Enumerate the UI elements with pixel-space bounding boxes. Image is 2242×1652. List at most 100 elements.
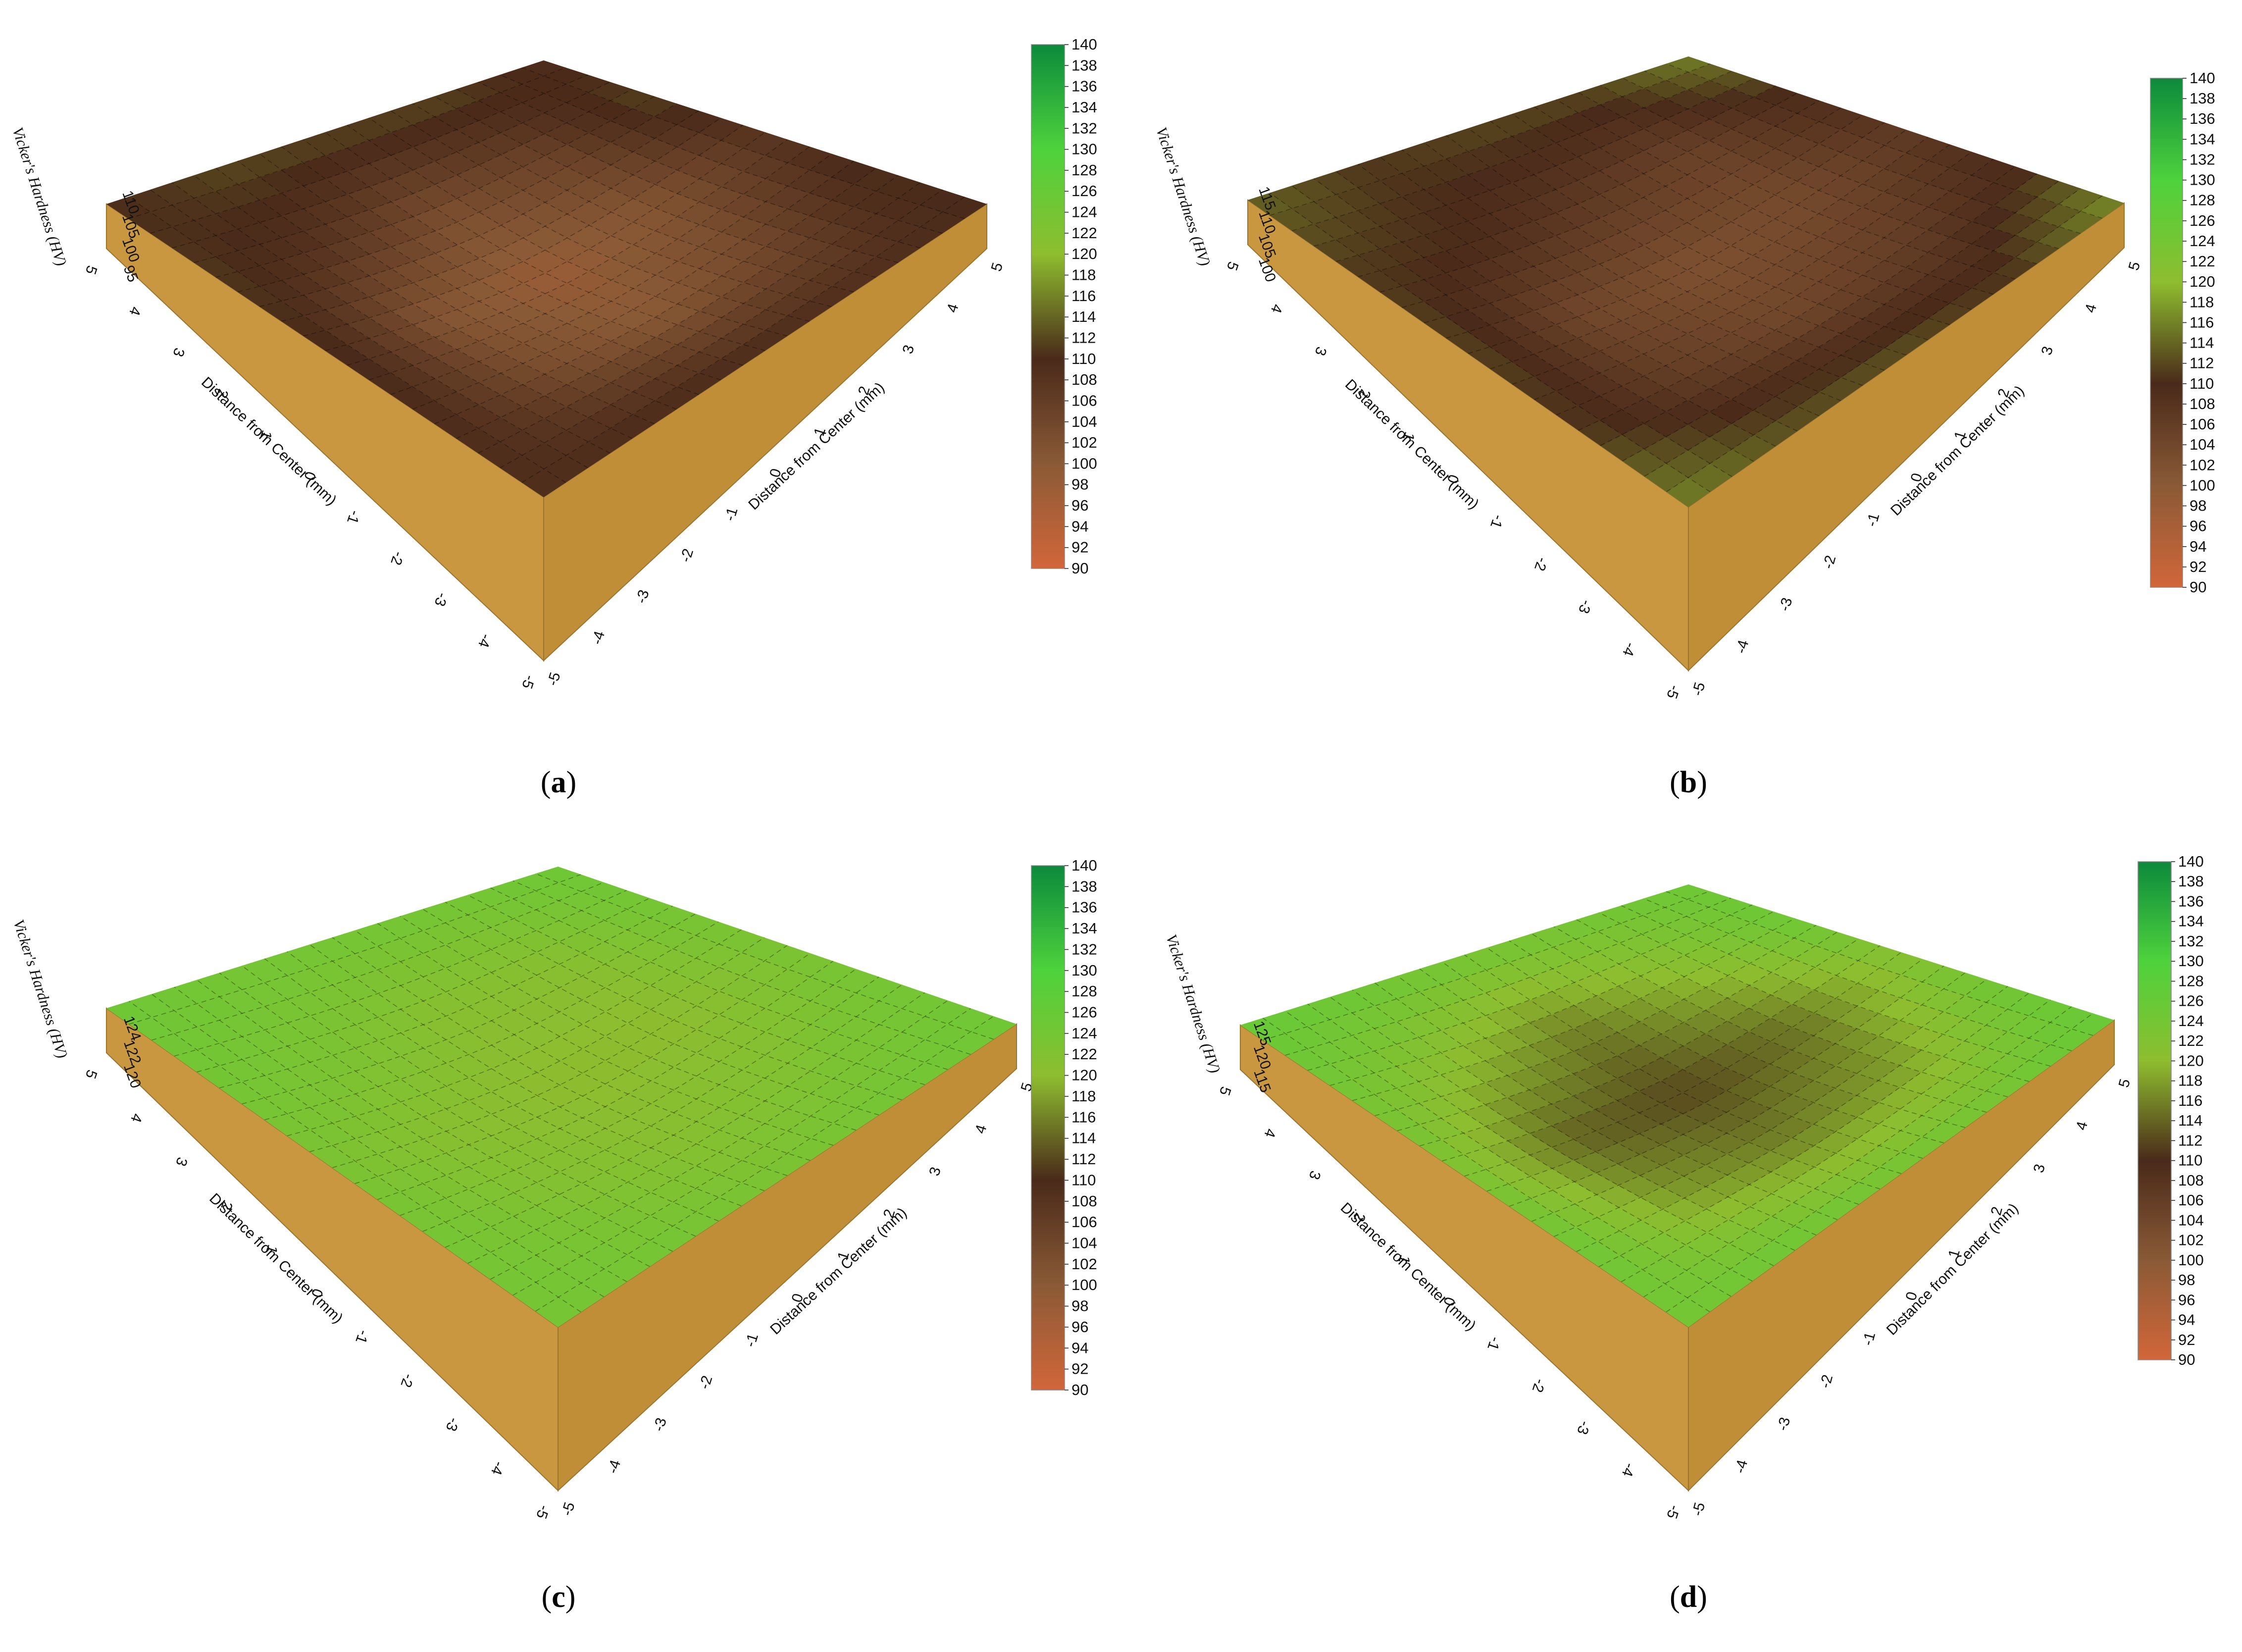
colorbar-tick-label: 92 [2178,1331,2195,1348]
mesh-line [281,146,721,380]
mesh-line [1307,904,1753,1071]
colorbar-tick-label: 126 [2178,992,2204,1010]
mesh-line [1509,965,1944,1207]
mesh-line [390,153,832,395]
mesh-line [1285,1010,1732,1297]
colorbar-tick-label: 124 [2190,232,2215,250]
mesh-line [355,930,811,1161]
panel-label: (c) [542,1580,576,1614]
y-tick-label: 3 [172,1155,191,1169]
mesh-line [1534,151,1972,400]
colorbar-tick-label: 110 [2178,1152,2202,1169]
mesh-line [1576,985,2008,1252]
mesh-line [1397,931,1838,1132]
colorbar-tick-label: 130 [2190,171,2215,189]
mesh-line [1419,938,1859,1146]
y-tick-label: -3 [431,591,451,609]
panel-label: (b) [1670,766,1707,799]
mesh-line [259,110,699,307]
colorbar-tick-label: 94 [1071,517,1088,535]
colorbar-tick-label: 130 [2178,952,2204,970]
y-tick-label: -1 [1484,1335,1504,1352]
mesh-line [422,976,879,1232]
mesh-line [422,909,879,1116]
surface-cell [1666,56,1711,73]
y-tick-label: -3 [1574,1419,1593,1437]
colorbar-tick-label: 108 [2190,395,2215,413]
mesh-line [1598,992,2030,1267]
panel-label: (a) [541,766,576,799]
y-tick-label: -2 [387,550,407,568]
mesh-line [400,916,857,1131]
colorbar-tick-label: 114 [1071,1130,1096,1147]
y-tick-label: 4 [1268,302,1286,315]
mesh-line [1600,173,2038,446]
colorbar-tick-label: 96 [1071,497,1088,514]
mesh-line [259,153,699,395]
surface-mesh [129,873,994,1313]
y-tick-label: -1 [1487,513,1507,530]
colorbar-tick-label: 96 [2190,517,2206,535]
colorbar-tick-label: 132 [1071,940,1097,958]
colorbar [2150,78,2183,588]
mesh-line [194,175,633,439]
mesh-line [412,160,854,410]
mesh-line [1621,999,2051,1283]
colorbar-tick-label: 116 [1071,287,1096,305]
panel-label-close: ) [566,766,577,799]
panel-label-letter: b [1680,766,1697,799]
mesh-line [1666,195,2103,492]
y-tick-label: -4 [488,1459,508,1477]
colorbar-tick-label: 136 [1071,899,1097,916]
colorbar-tick-label: 98 [1071,1297,1088,1315]
colorbar-tick-label: 122 [2190,253,2215,270]
mesh-line [467,992,925,1264]
colorbar-tick-label: 90 [1071,1381,1088,1398]
x-tick-label: -4 [1732,1458,1751,1475]
y-tick-label: 5 [82,1068,101,1081]
colorbar-tick-label: 102 [1071,1255,1097,1273]
colorbar-tick-label: 126 [2190,212,2215,229]
mesh-line [1512,144,1950,385]
colorbar-tick-label: 92 [1071,1360,1088,1378]
colorbar-tick-label: 120 [2190,273,2215,290]
mesh-line [347,139,788,366]
y-tick-label: -5 [1663,683,1683,701]
mesh-line [219,972,673,1252]
colorbar-tick-label: 98 [1071,476,1088,493]
mesh-line [151,882,604,1041]
mesh-line [1556,158,1994,415]
mesh-line [490,1000,948,1280]
colorbar-tick-label: 134 [2190,130,2215,148]
colorbar-tick-label: 138 [1071,56,1097,74]
mesh-line [1644,188,2081,477]
mesh-line [150,74,588,234]
x-tick-label: -3 [650,1416,669,1433]
colorbar-tick-label: 118 [2178,1072,2202,1089]
mesh-line [1379,100,1820,293]
mesh-line [1531,972,1966,1222]
y-tick-label: 4 [126,305,144,317]
mesh-line [215,167,655,424]
x-tick-label: 4 [972,1123,990,1136]
x-tick-label: -1 [1859,1330,1879,1347]
x-tick-label: 5 [2116,1077,2134,1089]
y-tick-label: 3 [1306,1169,1324,1182]
y-tick-label: 5 [1223,259,1242,273]
y-tick-label: 5 [1216,1084,1234,1097]
mesh-line [172,81,611,249]
y-tick-label: -4 [1619,640,1639,658]
colorbar-tick-label: 94 [2190,538,2206,555]
mesh-line [434,96,876,278]
mesh-line [512,880,971,1055]
mesh-line [174,986,627,1282]
mesh-line [1554,979,1987,1237]
x-tick-label: -2 [696,1374,715,1391]
mesh-line [1512,113,1950,325]
mesh-line [1262,1018,1710,1312]
mesh-line [1578,92,2016,280]
colorbar-tick-label: 122 [2178,1032,2204,1049]
